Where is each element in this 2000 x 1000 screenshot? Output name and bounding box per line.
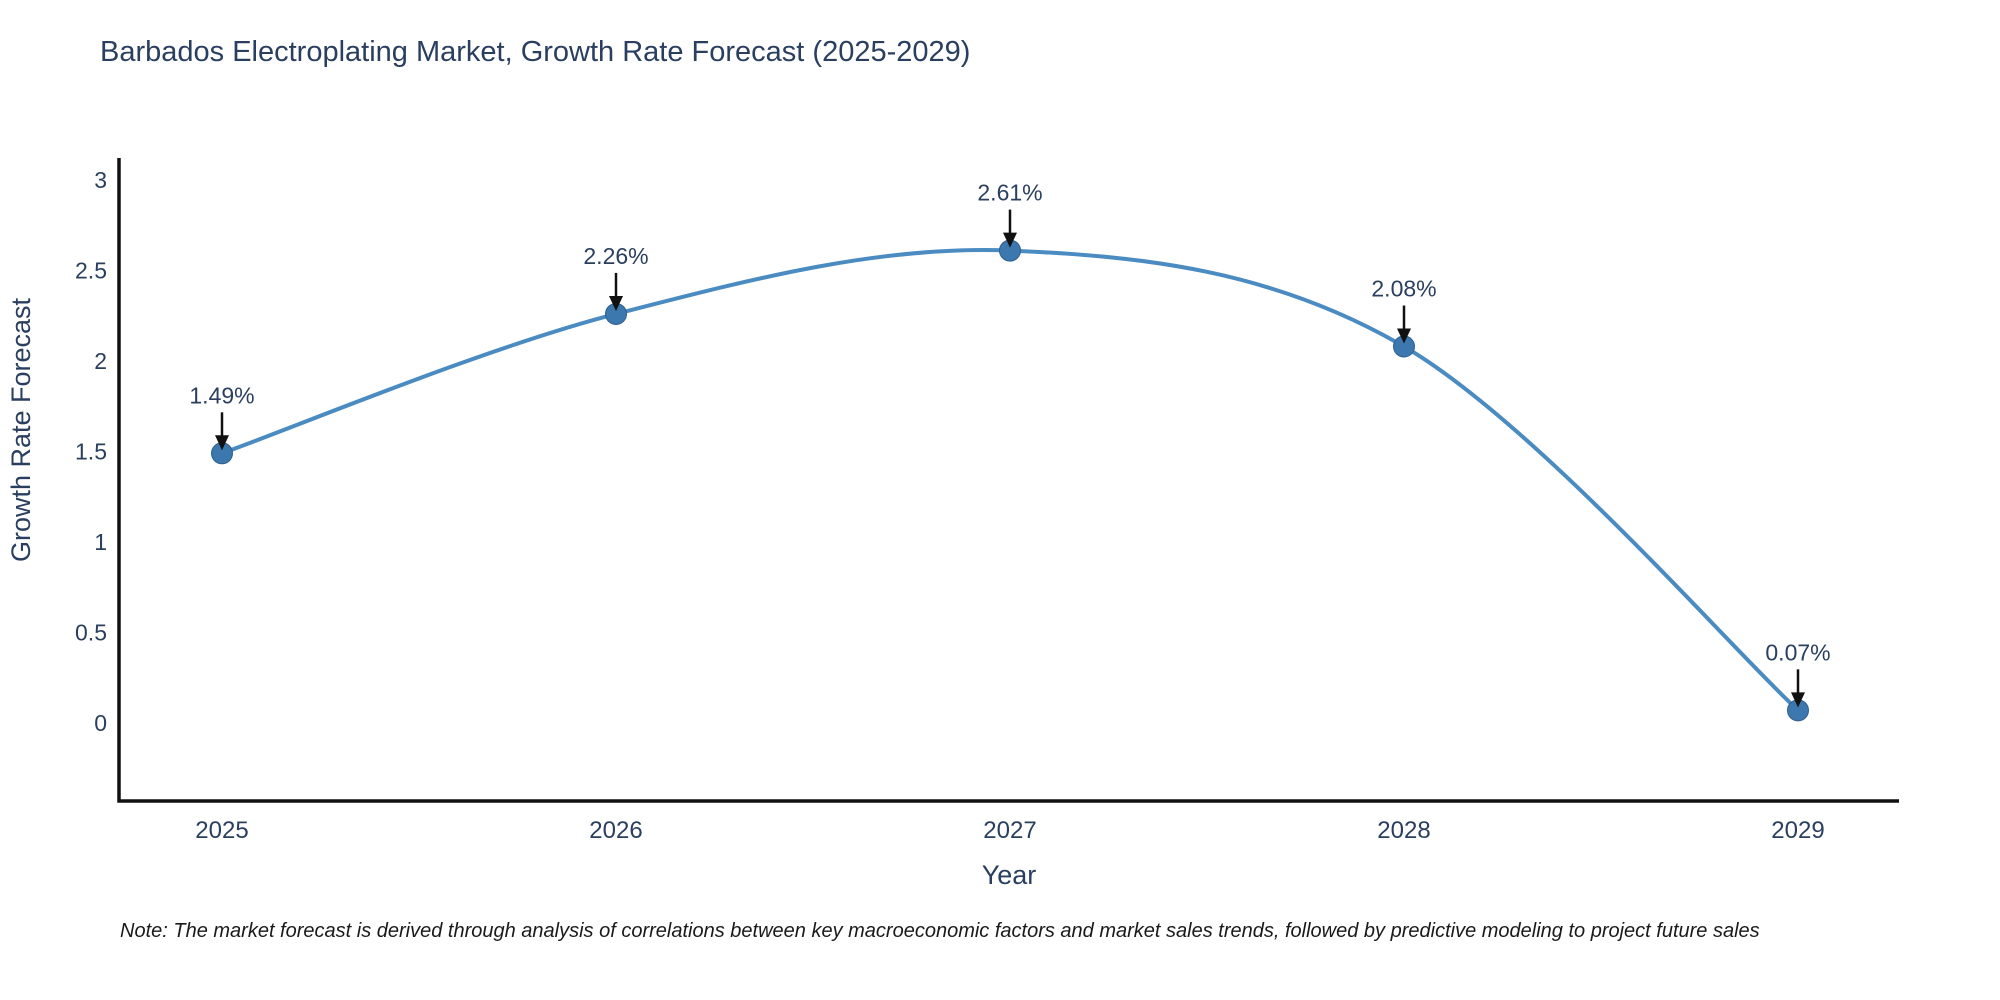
footnote-text: Note: The market forecast is derived thr…: [120, 920, 1760, 942]
y-tick-label: 0.5: [75, 620, 107, 646]
annotation-arrow-head: [1791, 692, 1805, 708]
y-tick-label: 2.5: [75, 258, 107, 284]
y-tick-label: 3: [94, 167, 107, 193]
y-axis-title: Growth Rate Forecast: [6, 297, 36, 562]
axis-spines: [117, 158, 1899, 803]
x-tick-label: 2025: [195, 817, 248, 844]
point-label: 2.26%: [583, 243, 648, 269]
y-tick-label: 1.5: [75, 439, 107, 465]
x-axis-title: Year: [982, 860, 1037, 890]
x-tick-label: 2029: [1771, 817, 1824, 844]
annotation-arrow-head: [1003, 232, 1017, 248]
x-tick-label: 2026: [589, 817, 642, 844]
point-label: 1.49%: [189, 382, 254, 408]
y-tick-label: 1: [94, 529, 107, 555]
y-tick-label: 0: [94, 710, 107, 736]
annotation-arrow-head: [609, 295, 623, 311]
x-tick-label: 2028: [1377, 817, 1430, 844]
chart-title: Barbados Electroplating Market, Growth R…: [100, 36, 971, 68]
point-label: 2.08%: [1371, 276, 1436, 302]
annotation-arrow-head: [1397, 328, 1411, 344]
point-label: 0.07%: [1765, 639, 1830, 665]
y-tick-label: 2: [94, 348, 107, 374]
x-tick-label: 2027: [983, 817, 1036, 844]
annotation-arrow-head: [215, 435, 229, 451]
point-label: 2.61%: [977, 180, 1042, 206]
forecast-line: [220, 248, 1800, 713]
